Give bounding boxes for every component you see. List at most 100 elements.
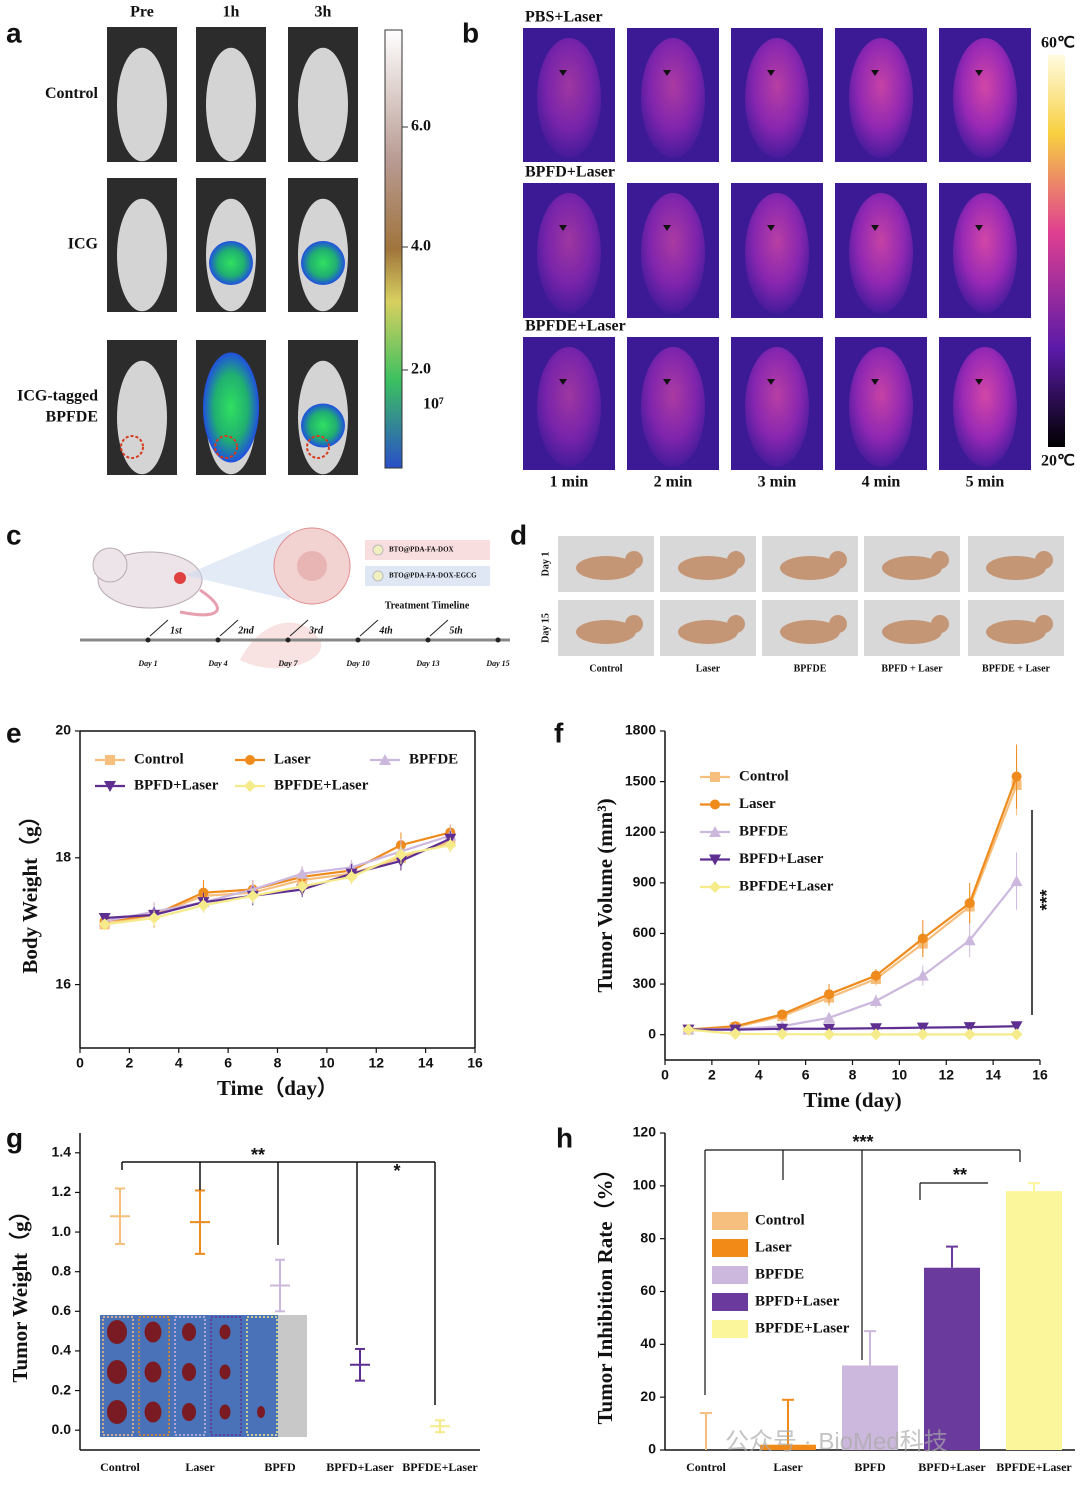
mouse [986,556,1046,580]
tumor [144,1401,162,1423]
tumor [107,1400,127,1424]
legend-marker [104,781,116,792]
tumor [174,572,186,584]
pointer [663,70,671,76]
marker [823,1028,836,1041]
colorbar [1048,55,1065,447]
marker [296,867,309,879]
y-tick-label: 100 [633,1177,657,1193]
marker [1010,1028,1023,1041]
legend-label: BPFDE [739,823,788,839]
watermark: 公众号 · BioMed科技 [725,1428,948,1455]
marker [963,934,976,946]
timeline-point [425,637,431,643]
heat [953,193,1017,313]
mouse [117,360,167,475]
day-label: Day 4 [207,659,227,668]
tumor [219,1324,231,1340]
marker [916,1028,929,1041]
tumor [257,1406,265,1418]
colorbar-label: 2.0 [411,361,431,378]
legend-marker [709,854,721,866]
x-tick-label: 10 [892,1067,908,1083]
marker [98,918,111,931]
pointer [767,225,775,231]
series-line [688,880,1018,1031]
legend-label: BPFDE+Laser [755,1320,850,1336]
marker [1010,875,1023,887]
panel-letter: g [6,1122,23,1153]
legend-label: Laser [755,1239,792,1255]
pointer [767,70,775,76]
legend-label: BPFD+Laser [134,777,219,793]
y-tick-label: 0.6 [52,1302,72,1318]
mouse [576,620,636,644]
signal [301,403,345,448]
y-tick-label: 0.2 [52,1381,72,1397]
legend-label: BPFDE+Laser [274,777,369,793]
tumor [219,1404,231,1420]
day-label: Day 1 [137,659,157,668]
y-tick-label: 600 [633,924,657,940]
marker [916,1022,929,1034]
y-tick-label: 1800 [625,722,656,738]
marker [963,1022,976,1034]
dose-arrow [289,619,309,637]
column-label: 4 min [862,474,901,491]
dose-label: 1st [170,625,183,636]
column-label: 1 min [550,474,589,491]
pointer [767,379,775,385]
pointer [559,70,567,76]
beam [185,530,290,600]
bar [924,1267,980,1450]
legend-swatch [712,1320,748,1338]
marker [777,1009,788,1020]
x-tick-label: 16 [1032,1067,1048,1083]
legend-label: Laser [274,751,311,767]
y-tick-label: 80 [640,1229,656,1245]
x-tick-label: 2 [708,1067,716,1083]
column-label: Laser [696,663,721,674]
marker [870,970,881,981]
dose-arrow [429,619,449,637]
mouse [882,620,942,644]
series-line [104,837,451,920]
legend-dot [372,570,384,582]
heat [953,38,1017,158]
y-tick-label: 120 [633,1124,657,1140]
marker [823,1011,836,1023]
mouse [117,198,167,312]
x-tick-label: 8 [849,1067,857,1083]
y-tick-label: 900 [633,874,657,890]
colorbar-min: 20℃ [1041,453,1075,470]
y-tick-label: 18 [55,849,71,865]
pointer [559,225,567,231]
legend-label: Laser [739,796,776,812]
x-tick-label: BPFDE+Laser [996,1460,1072,1474]
row-label: BPFDE [46,409,98,426]
tumor-circle [214,435,238,459]
marker [1010,1021,1023,1033]
pointer [975,70,983,76]
y-tick-label: 16 [55,975,71,991]
mouse [678,556,738,580]
y-axis-label: Body Weight（g） [18,805,42,973]
timeline-point [355,637,361,643]
column-label: Pre [130,4,154,21]
group-frame [174,1316,206,1436]
heat [745,193,809,313]
marker [345,870,358,883]
heat [641,347,705,467]
heat [953,347,1017,467]
heat [849,347,913,467]
row-label: BPFD+Laser [525,164,615,181]
day-label: Day 15 [485,659,509,668]
x-tick-label: Laser [773,1460,803,1474]
mouse-head [92,547,128,583]
mouse [298,47,348,162]
y-axis-label: Tumor Weight（g） [8,1200,32,1382]
marker [963,1028,976,1041]
panel-letter: a [6,17,22,48]
y-tick-label: 20 [55,722,71,738]
mouse-head [931,615,949,633]
